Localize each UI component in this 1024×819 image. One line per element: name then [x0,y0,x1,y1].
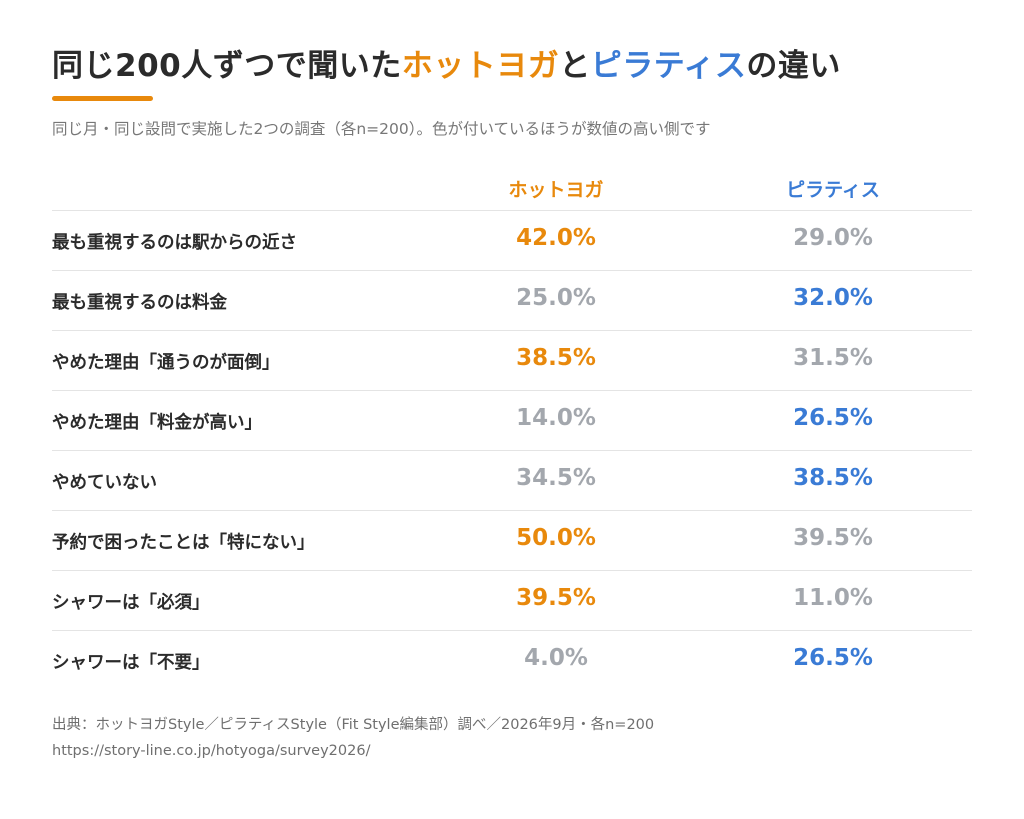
title-prefix: 同じ200人ずつで聞いた [52,48,402,84]
title-accent-bar [52,96,153,101]
value-pilates: 32.0% [793,285,873,311]
comparison-table: 最も重視するのは駅からの近さ 42.0% 29.0% 最も重視するのは料金 25.0% 3… [52,210,972,690]
row-label: 最も重視するのは駅からの近さ [52,233,297,253]
value-hot-yoga: 50.0% [516,525,596,551]
value-pilates: 29.0% [793,225,873,251]
value-pilates: 26.5% [793,645,873,671]
title-pilates: ピラティス [590,48,747,84]
table-row: やめた理由「料金が高い」 14.0% 26.5% [52,390,972,450]
row-label: やめた理由「料金が高い」 [52,413,262,433]
table-row: やめていない 34.5% 38.5% [52,450,972,510]
table-row: シャワーは「不要」 4.0% 26.5% [52,630,972,690]
row-label: やめた理由「通うのが面倒」 [52,353,280,373]
row-label: 予約で困ったことは「特にない」 [52,533,315,553]
source-url[interactable]: https://story-line.co.jp/hotyoga/survey2… [52,743,371,759]
row-label: シャワーは「不要」 [52,653,210,673]
row-label: シャワーは「必須」 [52,593,210,613]
table-row: 予約で困ったことは「特にない」 50.0% 39.5% [52,510,972,570]
table-row: やめた理由「通うのが面倒」 38.5% 31.5% [52,330,972,390]
page-title: 同じ200人ずつで聞いたホットヨガとピラティスの違い [52,40,841,85]
title-mid: と [559,48,591,84]
value-pilates: 39.5% [793,525,873,551]
value-hot-yoga: 34.5% [516,465,596,491]
table-row: シャワーは「必須」 39.5% 11.0% [52,570,972,630]
value-hot-yoga: 14.0% [516,405,596,431]
column-header-pilates: ピラティス [786,179,880,201]
value-pilates: 38.5% [793,465,873,491]
title-suffix: の違い [746,48,841,84]
row-label: やめていない [52,473,157,493]
value-hot-yoga: 39.5% [516,585,596,611]
value-hot-yoga: 4.0% [524,645,588,671]
value-hot-yoga: 42.0% [516,225,596,251]
source-citation: 出典：ホットヨガStyle／ピラティスStyle（Fit Style編集部）調べ… [52,717,655,733]
row-label: 最も重視するのは料金 [52,293,227,313]
table-row: 最も重視するのは駅からの近さ 42.0% 29.0% [52,210,972,270]
column-header-hot-yoga: ホットヨガ [508,179,604,201]
value-pilates: 11.0% [793,585,873,611]
table-row: 最も重視するのは料金 25.0% 32.0% [52,270,972,330]
subtitle: 同じ月・同じ設問で実施した2つの調査（各n=200）。色が付いているほうが数値の… [52,120,711,138]
value-pilates: 31.5% [793,345,873,371]
value-pilates: 26.5% [793,405,873,431]
title-hot-yoga: ホットヨガ [401,48,560,84]
source-note: 出典：ホットヨガStyle／ピラティスStyle（Fit Style編集部）調べ… [52,712,654,764]
value-hot-yoga: 25.0% [516,285,596,311]
value-hot-yoga: 38.5% [516,345,596,371]
